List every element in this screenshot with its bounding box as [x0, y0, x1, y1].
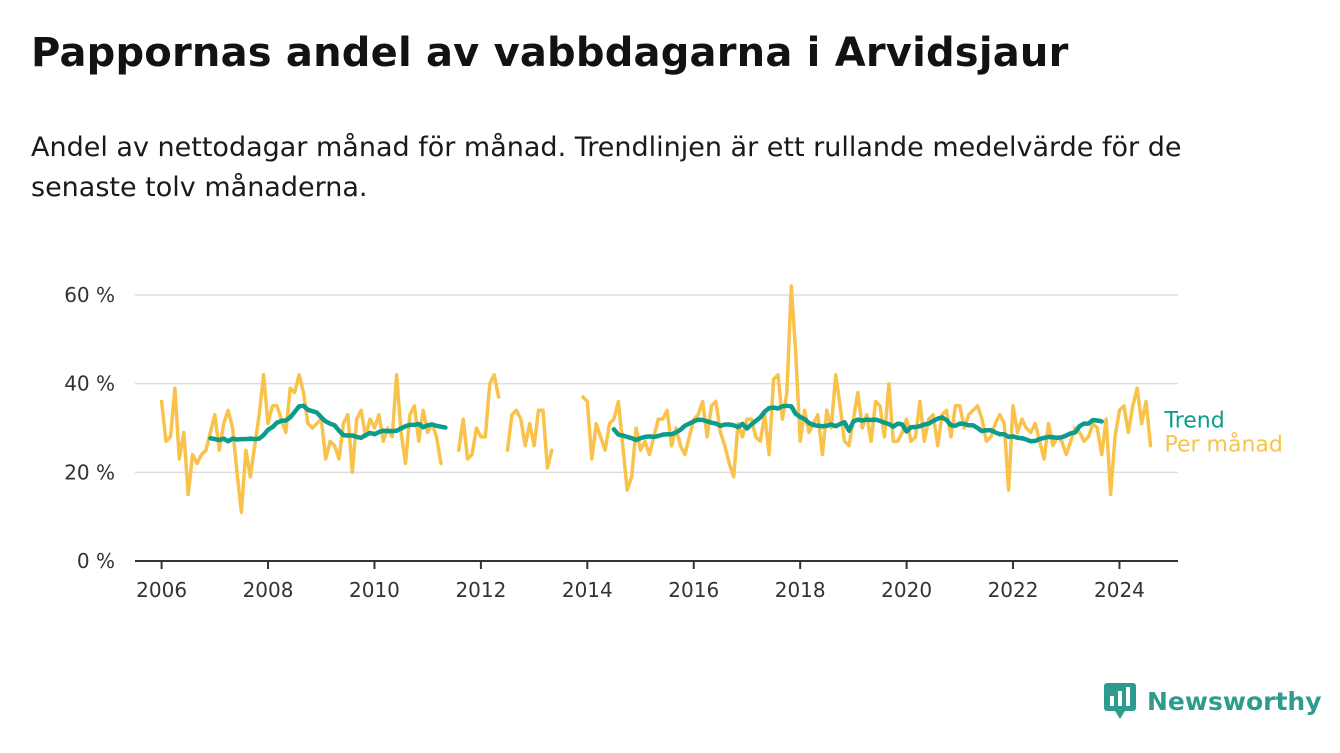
- monthly-line: [505, 408, 554, 470]
- subtitle: Andel av nettodagar månad för månad. Tre…: [31, 132, 1182, 203]
- monthly-line: [581, 284, 1153, 497]
- legend-trend: Trend: [1164, 408, 1225, 433]
- y-tick-label: 60 %: [64, 283, 115, 307]
- x-tick-label: 2010: [349, 578, 400, 602]
- monthly-line: [159, 373, 443, 514]
- newsworthy-logo: Newsworthy: [1103, 682, 1322, 720]
- x-tick-label: 2006: [136, 578, 187, 602]
- gridlines: 0 % 20 % 40 % 60 %: [64, 283, 1178, 573]
- x-tick-label: 2020: [881, 578, 932, 602]
- x-tick-label: 2008: [243, 578, 294, 602]
- x-axis: 2006 2008 2010 2012 2014 2016 2018 2020 2022 2024: [135, 560, 1178, 602]
- y-tick-label: 0 %: [77, 549, 115, 573]
- y-tick-label: 20 %: [64, 460, 115, 484]
- series-lines: [159, 284, 1153, 514]
- x-tick-label: 2018: [775, 578, 826, 602]
- monthly-line: [456, 373, 501, 461]
- y-tick-label: 40 %: [64, 372, 115, 396]
- x-tick-label: 2012: [455, 578, 506, 602]
- newsworthy-logo-icon: [1104, 683, 1136, 719]
- page-title: Pappornas andel av vabbdagarna i Arvidsj…: [31, 30, 1069, 76]
- brand-name: Newsworthy: [1147, 686, 1322, 716]
- x-tick-label: 2014: [562, 578, 613, 602]
- x-tick-label: 2022: [988, 578, 1039, 602]
- trend-line: [208, 403, 448, 444]
- x-tick-label: 2016: [668, 578, 719, 602]
- legend-monthly: Per månad: [1165, 431, 1283, 457]
- trend-line: [611, 403, 1104, 444]
- x-tick-label: 2024: [1094, 578, 1145, 602]
